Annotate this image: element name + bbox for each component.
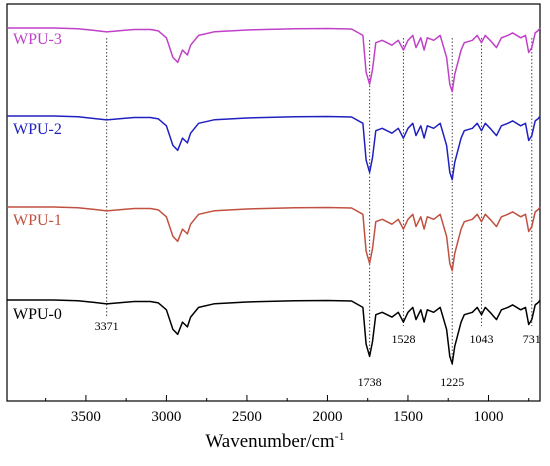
series-line-wpu-0 — [7, 299, 541, 365]
annotation-label-1043: 1043 — [470, 332, 494, 346]
x-axis: 3500 3000 2500 2000 1500 1000 — [45, 395, 530, 425]
x-tick-label-2500: 2500 — [232, 409, 262, 425]
annotation-lines — [106, 38, 533, 366]
series-line-wpu-3 — [7, 27, 541, 93]
series-labels: WPU-3 WPU-2 WPU-1 WPU-0 — [13, 31, 62, 323]
series-line-wpu-1 — [7, 206, 541, 272]
x-tick-label-1000: 1000 — [473, 409, 503, 425]
x-tick-label-3000: 3000 — [151, 409, 181, 425]
x-axis-title: Wavenumber/cm-1 — [205, 429, 344, 452]
annotation-label-731: 731 — [523, 332, 541, 346]
x-tick-label-1500: 1500 — [393, 409, 423, 425]
annotation-labels: 3371 1738 1528 1225 1043 731 — [95, 319, 541, 389]
series-label-wpu-3: WPU-3 — [13, 31, 62, 48]
series-label-wpu-2: WPU-2 — [13, 121, 62, 138]
series-line-wpu-2 — [7, 115, 541, 181]
annotation-label-3371: 3371 — [95, 319, 119, 333]
x-tick-label-3500: 3500 — [71, 409, 101, 425]
plot-frame — [6, 3, 541, 402]
series-label-wpu-1: WPU-1 — [13, 212, 62, 229]
annotation-label-1738: 1738 — [358, 375, 382, 389]
series-label-wpu-0: WPU-0 — [13, 306, 62, 323]
x-tick-label-2000: 2000 — [312, 409, 342, 425]
spectra-series — [7, 27, 541, 365]
annotation-label-1225: 1225 — [440, 375, 464, 389]
annotation-label-1528: 1528 — [391, 332, 415, 346]
